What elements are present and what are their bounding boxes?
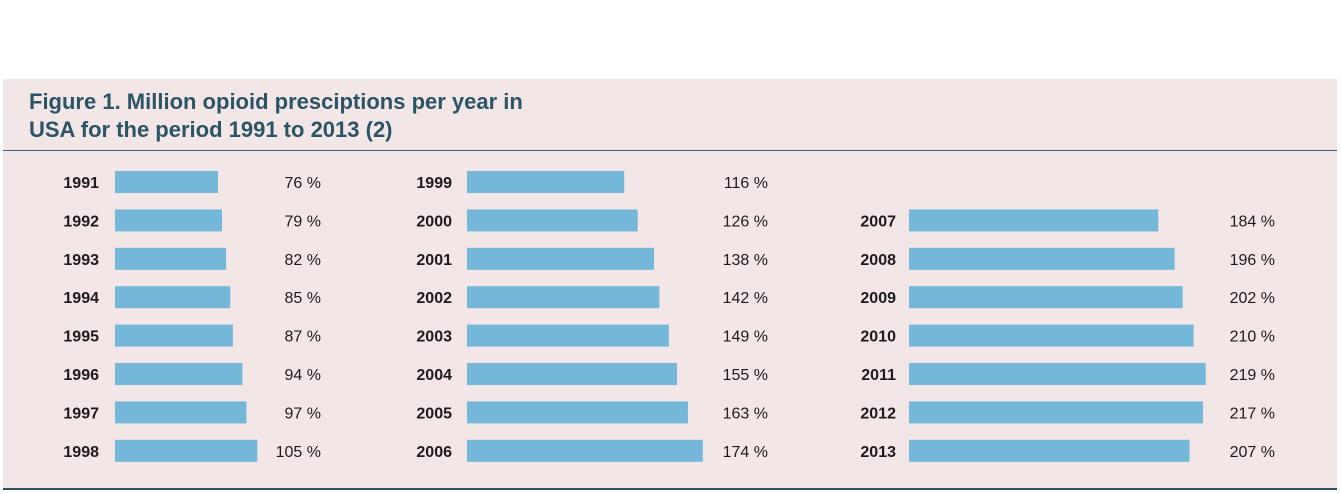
year-label: 1994 (63, 290, 99, 307)
bar (909, 401, 1203, 424)
bar (909, 439, 1190, 462)
value-label: 142 % (723, 290, 768, 307)
year-label: 1992 (63, 213, 99, 230)
bar (115, 401, 247, 424)
value-label: 174 % (723, 444, 768, 461)
value-label: 138 % (723, 252, 768, 269)
bar (467, 439, 703, 462)
bar (467, 286, 660, 309)
value-label: 207 % (1230, 444, 1275, 461)
bar (467, 401, 688, 424)
bar (115, 363, 243, 385)
bar (115, 439, 258, 462)
year-label: 2002 (416, 290, 452, 307)
year-label: 2006 (416, 444, 452, 461)
bar (467, 209, 638, 232)
value-label: 217 % (1230, 405, 1275, 422)
year-label: 2005 (416, 405, 452, 422)
bar-chart: 1991 76 % 1992 79 % 1993 82 % 1994 85 % 1995 87 %… (63, 171, 1275, 462)
value-label: 105 % (276, 444, 321, 461)
value-label: 219 % (1230, 367, 1275, 384)
bar (115, 247, 227, 270)
bar (467, 247, 654, 270)
bar (467, 363, 677, 385)
value-label: 163 % (723, 405, 768, 422)
value-label: 82 % (285, 252, 321, 269)
bar (909, 363, 1206, 385)
value-label: 94 % (285, 367, 321, 384)
year-label: 2009 (860, 290, 896, 307)
year-label: 1998 (63, 444, 99, 461)
bar (115, 286, 231, 309)
figure-title: Figure 1. Million opioid presciptions pe… (29, 88, 589, 144)
figure-panel: Figure 1. Million opioid presciptions pe… (3, 79, 1337, 490)
bar (909, 209, 1159, 232)
year-label: 1991 (63, 175, 99, 192)
value-label: 79 % (285, 213, 321, 230)
bar (909, 247, 1175, 270)
value-label: 126 % (723, 213, 768, 230)
year-label: 2000 (416, 213, 452, 230)
value-label: 184 % (1230, 213, 1275, 230)
year-label: 1997 (63, 405, 99, 422)
value-label: 196 % (1230, 252, 1275, 269)
year-label: 2013 (860, 444, 896, 461)
year-label: 2012 (860, 405, 896, 422)
year-label: 2001 (416, 252, 452, 269)
year-label: 2010 (860, 329, 896, 346)
bar (115, 171, 218, 193)
year-label: 1999 (416, 175, 452, 192)
value-label: 149 % (723, 329, 768, 346)
value-label: 116 % (724, 175, 768, 192)
value-label: 85 % (285, 290, 321, 307)
figure-title-line-1: Figure 1. Million opioid presciptions pe… (29, 89, 523, 114)
bar (467, 324, 669, 347)
bar (115, 209, 222, 232)
value-label: 76 % (285, 175, 321, 192)
year-label: 2003 (416, 329, 452, 346)
year-label: 2007 (860, 213, 896, 230)
bar (909, 286, 1183, 309)
title-divider (3, 150, 1337, 151)
year-label: 1993 (63, 252, 99, 269)
value-label: 155 % (723, 367, 768, 384)
bar (909, 324, 1194, 347)
figure-title-line-2: USA for the period 1991 to 2013 (2) (29, 117, 393, 142)
year-label: 1995 (63, 329, 99, 346)
bar (115, 324, 233, 347)
value-label: 97 % (285, 405, 321, 422)
year-label: 2011 (861, 367, 896, 384)
value-label: 87 % (285, 329, 321, 346)
value-label: 210 % (1230, 329, 1275, 346)
year-label: 1996 (63, 367, 99, 384)
value-label: 202 % (1230, 290, 1275, 307)
year-label: 2008 (860, 252, 896, 269)
bar (467, 171, 625, 193)
year-label: 2004 (416, 367, 452, 384)
